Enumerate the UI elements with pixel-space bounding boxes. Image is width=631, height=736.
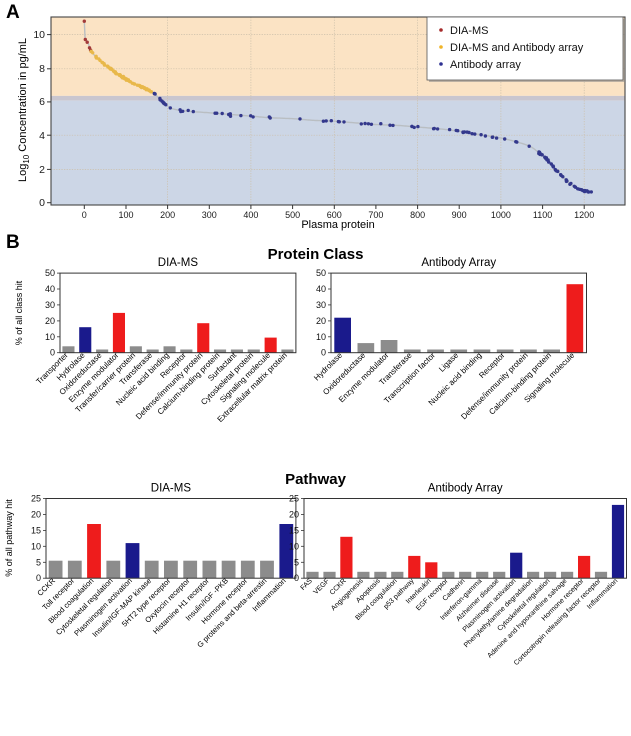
svg-text:15: 15 [31, 525, 41, 535]
svg-text:20: 20 [45, 316, 55, 326]
svg-text:20: 20 [31, 509, 41, 519]
svg-text:1200: 1200 [574, 210, 594, 220]
svg-text:10: 10 [45, 332, 55, 342]
svg-text:2: 2 [39, 164, 45, 176]
svg-text:Plasma protein: Plasma protein [301, 219, 374, 231]
svg-text:10: 10 [316, 332, 326, 342]
svg-text:DIA-MS and Antibody array: DIA-MS and Antibody array [450, 42, 584, 54]
svg-text:DIA-MS: DIA-MS [158, 257, 199, 269]
svg-text:800: 800 [410, 210, 425, 220]
svg-text:% of all pathway hit: % of all pathway hit [4, 499, 14, 577]
svg-text:Antibody array: Antibody array [450, 59, 521, 71]
svg-text:1000: 1000 [491, 210, 511, 220]
svg-text:300: 300 [202, 210, 217, 220]
svg-text:8: 8 [39, 63, 45, 75]
svg-text:100: 100 [118, 210, 133, 220]
svg-text:25: 25 [289, 494, 299, 504]
svg-text:50: 50 [45, 268, 55, 278]
svg-text:0: 0 [294, 573, 299, 583]
svg-text:Antibody Array: Antibody Array [421, 257, 496, 269]
svg-text:10: 10 [289, 541, 299, 551]
svg-text:FAS: FAS [300, 577, 315, 592]
svg-text:20: 20 [316, 316, 326, 326]
svg-text:DIA-MS: DIA-MS [151, 483, 192, 495]
svg-text:5: 5 [294, 557, 299, 567]
svg-text:0: 0 [321, 348, 326, 358]
svg-text:30: 30 [316, 300, 326, 310]
svg-text:0: 0 [39, 197, 45, 209]
svg-text:900: 900 [452, 210, 467, 220]
svg-text:6: 6 [39, 96, 45, 108]
svg-text:50: 50 [316, 268, 326, 278]
svg-text:40: 40 [45, 284, 55, 294]
svg-text:25: 25 [31, 494, 41, 504]
svg-text:30: 30 [45, 300, 55, 310]
svg-text:10: 10 [31, 541, 41, 551]
svg-text:20: 20 [289, 509, 299, 519]
svg-text:0: 0 [50, 348, 55, 358]
svg-text:4: 4 [39, 130, 45, 142]
svg-text:0: 0 [36, 573, 41, 583]
svg-text:5: 5 [36, 557, 41, 567]
svg-text:40: 40 [316, 284, 326, 294]
svg-text:Antibody Array: Antibody Array [428, 483, 503, 495]
svg-text:% of all class hit: % of all class hit [14, 280, 24, 345]
svg-text:400: 400 [243, 210, 258, 220]
svg-text:200: 200 [160, 210, 175, 220]
svg-text:500: 500 [285, 210, 300, 220]
svg-text:15: 15 [289, 525, 299, 535]
svg-text:10: 10 [33, 29, 45, 41]
svg-text:1100: 1100 [533, 210, 552, 220]
svg-text:DIA-MS: DIA-MS [450, 25, 489, 37]
svg-text:VEGF: VEGF [312, 578, 330, 596]
svg-text:0: 0 [82, 210, 87, 220]
